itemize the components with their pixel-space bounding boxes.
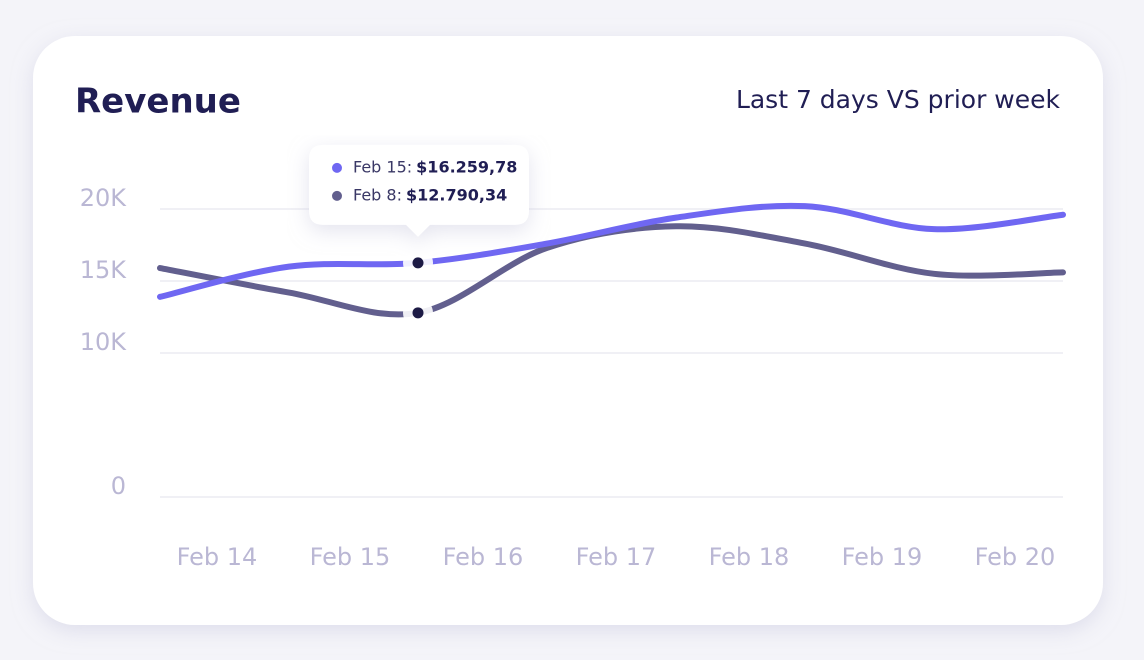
x-tick-label: Feb 20 [975,543,1056,571]
point [412,257,424,269]
lines [157,202,1066,328]
legend-swatch [332,162,342,173]
legend-swatch [332,190,342,201]
chart-subtitle: Last 7 days VS prior week [736,85,1061,114]
x-tick-label: Feb 16 [443,543,524,571]
x-tick-label: Feb 19 [842,543,923,571]
chart-title: Revenue [75,82,241,122]
legend-label: Feb 15: [353,157,412,176]
tooltip-value: $12.790,34 [406,185,507,204]
x-tick-label: Feb 14 [177,543,258,571]
tooltip-value: $16.259,78 [416,157,517,176]
y-tick-label: 10K [80,328,128,356]
tooltip: Feb 15: $16.259,78 Feb 8: $12.790,34 [309,144,529,237]
point [412,307,424,319]
x-tick-label: Feb 15 [310,543,391,571]
tooltip-box [309,144,529,237]
y-tick-label: 0 [111,472,126,500]
x-tick-label: Feb 17 [576,543,657,571]
line-series [157,202,1066,300]
card [33,36,1103,625]
x-tick-label: Feb 18 [709,543,790,571]
y-tick-label: 20K [80,184,128,212]
legend-label: Feb 8: [353,185,402,204]
y-tick-label: 15K [80,256,128,284]
